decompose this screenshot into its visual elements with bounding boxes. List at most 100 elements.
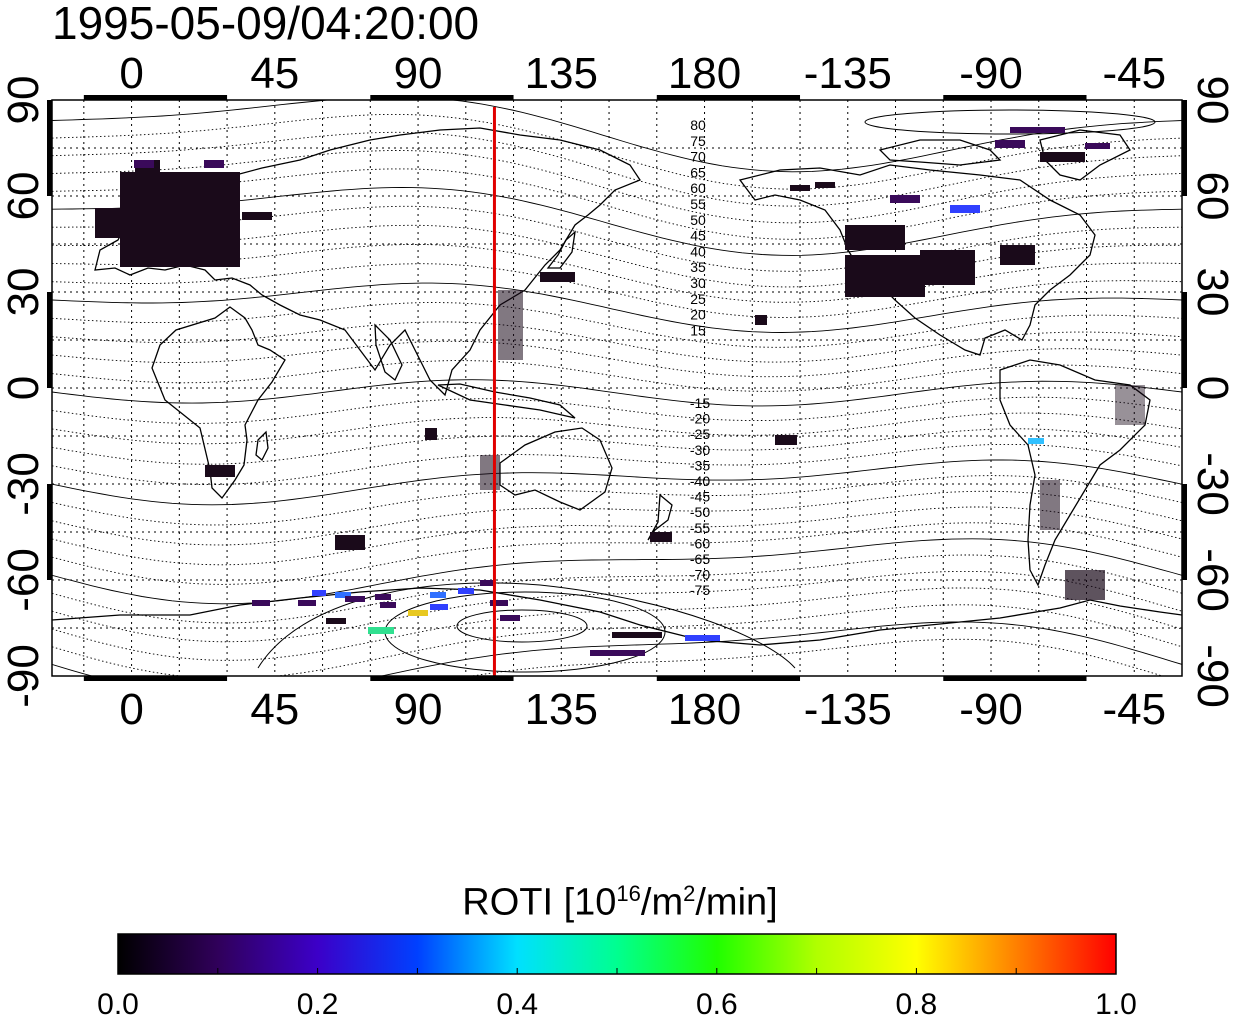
coastline-new-zealand bbox=[647, 493, 673, 541]
map-frame-ticks bbox=[47, 95, 1187, 681]
magnetic-pole-contour-north bbox=[864, 109, 1156, 135]
lon-tick-label-bottom: -45 bbox=[1102, 685, 1166, 734]
coastline-india bbox=[374, 323, 403, 382]
magnetic-pole-contour-south bbox=[456, 609, 588, 643]
lon-tick-label-top: 90 bbox=[394, 49, 443, 98]
roti-cluster-north-america-east bbox=[845, 225, 905, 250]
colorbar-tick-label: 0.8 bbox=[896, 988, 938, 1021]
lon-tick-label-bottom: -135 bbox=[804, 685, 892, 734]
contour-label-north: 80 bbox=[690, 117, 706, 133]
roti-obs bbox=[950, 205, 980, 213]
contour-label-south: -45 bbox=[690, 489, 710, 505]
roti-observations bbox=[95, 127, 1145, 656]
magnetic-contour bbox=[52, 538, 1182, 605]
contour-label-north: 30 bbox=[690, 275, 706, 291]
magnetic-contour bbox=[52, 554, 1182, 624]
roti-obs bbox=[890, 195, 920, 203]
contour-label-south: -40 bbox=[690, 473, 710, 489]
contour-label-north: 25 bbox=[690, 291, 706, 307]
contour-label-south: -20 bbox=[690, 411, 710, 427]
roti-obs bbox=[335, 535, 365, 550]
roti-obs bbox=[1040, 152, 1085, 162]
roti-obs bbox=[540, 272, 575, 282]
contour-label-south: -75 bbox=[690, 582, 710, 598]
magnetic-contour bbox=[52, 321, 1182, 363]
frame-tick-segment bbox=[656, 676, 801, 681]
roti-obs bbox=[312, 590, 326, 596]
coastline-greenland bbox=[1039, 129, 1131, 181]
magnetic-contour bbox=[52, 340, 1182, 378]
contour-label-north: 45 bbox=[690, 228, 706, 244]
roti-obs bbox=[755, 315, 767, 325]
roti-obs bbox=[490, 600, 508, 606]
frame-tick-segment bbox=[1182, 100, 1187, 196]
magnetic-contour bbox=[52, 263, 1182, 318]
roti-obs bbox=[1000, 245, 1035, 265]
longitude-axis-bottom: 0 45 90 135 180 -135 -90 -45 bbox=[119, 685, 1166, 734]
roti-obs bbox=[685, 635, 720, 641]
roti-obs bbox=[335, 592, 351, 598]
magnetic-contour bbox=[52, 244, 1182, 303]
lat-tick-label-left: -60 bbox=[0, 548, 48, 612]
roti-obs bbox=[590, 650, 645, 656]
lat-tick-label-left: 60 bbox=[0, 172, 48, 221]
contour-label-south: -35 bbox=[690, 457, 710, 473]
lon-tick-label-bottom: 180 bbox=[668, 685, 741, 734]
magnetic-contour bbox=[52, 428, 1182, 465]
contour-label-north: 15 bbox=[690, 322, 706, 338]
lat-tick-label-left: -90 bbox=[0, 644, 48, 708]
roti-obs bbox=[775, 435, 797, 445]
magnetic-contour bbox=[52, 396, 1182, 424]
frame-tick-segment bbox=[83, 95, 228, 100]
colorbar-tick-labels: 0.0 0.2 0.4 0.6 0.8 1.0 bbox=[97, 988, 1137, 1021]
magnetic-contour bbox=[52, 187, 1182, 256]
roti-obs bbox=[1065, 570, 1105, 600]
magnetic-contour bbox=[52, 131, 1182, 207]
magnetic-contour bbox=[52, 621, 1182, 676]
roti-cluster-north-america bbox=[845, 255, 925, 297]
coastline-australia bbox=[499, 427, 613, 511]
magnetic-contour bbox=[52, 604, 1182, 676]
lat-tick-label-right: 60 bbox=[1188, 172, 1237, 221]
roti-obs bbox=[430, 592, 446, 598]
coastline-north-america bbox=[738, 164, 1096, 356]
lon-tick-label-top: 0 bbox=[119, 49, 143, 98]
lat-tick-label-right: -90 bbox=[1188, 644, 1237, 708]
contour-label-north: 60 bbox=[690, 180, 706, 196]
lon-tick-label-top: 180 bbox=[668, 49, 741, 98]
colorbar bbox=[117, 933, 1117, 975]
longitude-axis-top: 0 45 90 135 180 -135 -90 -45 bbox=[119, 49, 1166, 98]
magnetic-contour bbox=[52, 506, 1182, 566]
roti-obs bbox=[480, 580, 494, 586]
lat-tick-label-right: 30 bbox=[1188, 268, 1237, 317]
magnetic-contour bbox=[52, 100, 1182, 173]
magnetic-contour bbox=[52, 459, 1182, 506]
lat-tick-label-left: 0 bbox=[0, 376, 48, 400]
frame-tick-segment bbox=[47, 484, 52, 580]
roti-obs bbox=[815, 182, 835, 188]
frame-tick-segment bbox=[943, 95, 1087, 100]
lat-tick-label-right: 90 bbox=[1188, 76, 1237, 125]
contour-label-south: -60 bbox=[690, 535, 710, 551]
colorbar-tick-label: 0.2 bbox=[297, 988, 339, 1021]
lon-tick-label-top: 135 bbox=[525, 49, 598, 98]
contour-label-south: -55 bbox=[690, 520, 710, 536]
contour-label-north: 55 bbox=[690, 196, 706, 212]
colorbar-tick-label: 0.0 bbox=[97, 988, 139, 1021]
magnetic-contour bbox=[469, 638, 1164, 676]
magnetic-contour bbox=[52, 587, 1182, 661]
contour-label-south: -65 bbox=[690, 551, 710, 567]
roti-obs bbox=[134, 160, 154, 168]
roti-obs bbox=[345, 596, 365, 602]
roti-obs bbox=[1085, 143, 1110, 149]
contour-label-north: 50 bbox=[690, 212, 706, 228]
roti-obs bbox=[375, 594, 391, 600]
contour-label-north: 20 bbox=[690, 307, 706, 323]
contour-label-north: 65 bbox=[690, 164, 706, 180]
colorbar-ticks bbox=[217, 968, 1017, 974]
roti-obs bbox=[326, 618, 346, 624]
coastline-africa bbox=[151, 306, 286, 499]
roti-obs bbox=[1040, 480, 1060, 530]
contour-label-north: 35 bbox=[690, 259, 706, 275]
contour-label-north: 70 bbox=[690, 149, 706, 165]
